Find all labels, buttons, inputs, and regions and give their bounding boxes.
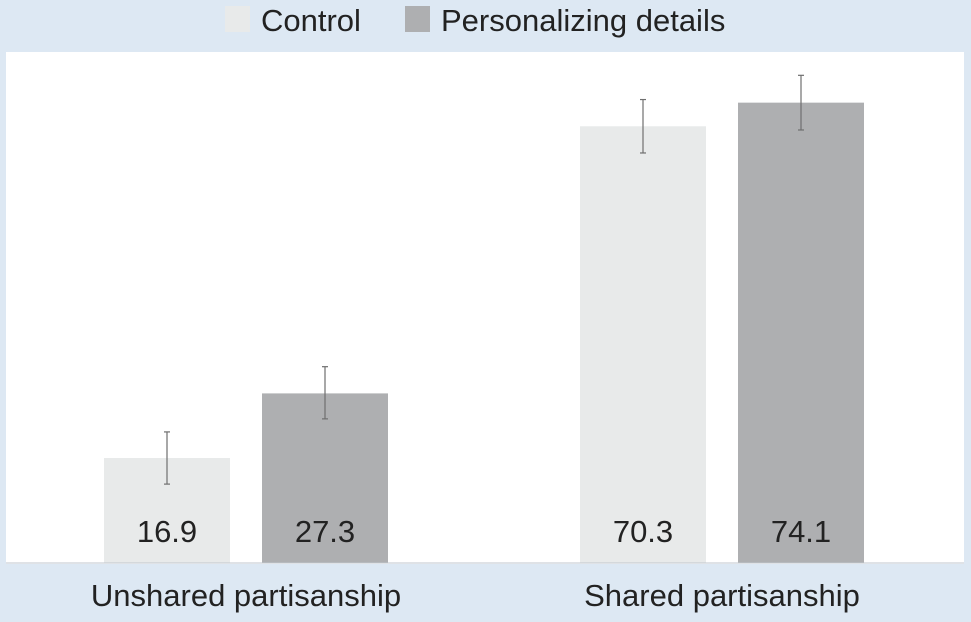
- x-tick-label-shared-partisanship: Shared partisanship: [584, 578, 860, 613]
- legend-label-personalizing-details: Personalizing details: [441, 3, 725, 38]
- legend: Control Personalizing details: [225, 3, 725, 38]
- error-bar-personalizing-details-shared-partisanship: [798, 74, 804, 131]
- bars-group: [104, 102, 864, 563]
- error-bars-group: [164, 74, 804, 485]
- legend-swatch-control: [225, 6, 250, 32]
- bar-personalizing-details-shared-partisanship: [738, 102, 864, 563]
- error-bar-control-shared-partisanship: [640, 98, 646, 154]
- error-bar-personalizing-details-unshared-partisanship: [322, 366, 328, 420]
- bar-control-shared-partisanship: [580, 126, 706, 563]
- bar-personalizing-details-unshared-partisanship: [262, 393, 388, 563]
- data-label-control-shared-partisanship: 70.3: [613, 514, 673, 549]
- data-labels-group: 16.9 27.3 70.3 74.1: [137, 514, 831, 549]
- data-label-personalizing-details-shared-partisanship: 74.1: [771, 514, 831, 549]
- legend-label-control: Control: [261, 3, 361, 38]
- error-bar-control-unshared-partisanship: [164, 431, 170, 485]
- data-label-control-unshared-partisanship: 16.9: [137, 514, 197, 549]
- legend-item-control: Control: [225, 3, 361, 38]
- legend-swatch-personalizing-details: [405, 6, 430, 32]
- x-tick-label-unshared-partisanship: Unshared partisanship: [91, 578, 401, 613]
- data-label-personalizing-details-unshared-partisanship: 27.3: [295, 514, 355, 549]
- x-axis-tick-labels: Unshared partisanship Shared partisanship: [91, 578, 860, 613]
- legend-item-personalizing-details: Personalizing details: [405, 3, 725, 38]
